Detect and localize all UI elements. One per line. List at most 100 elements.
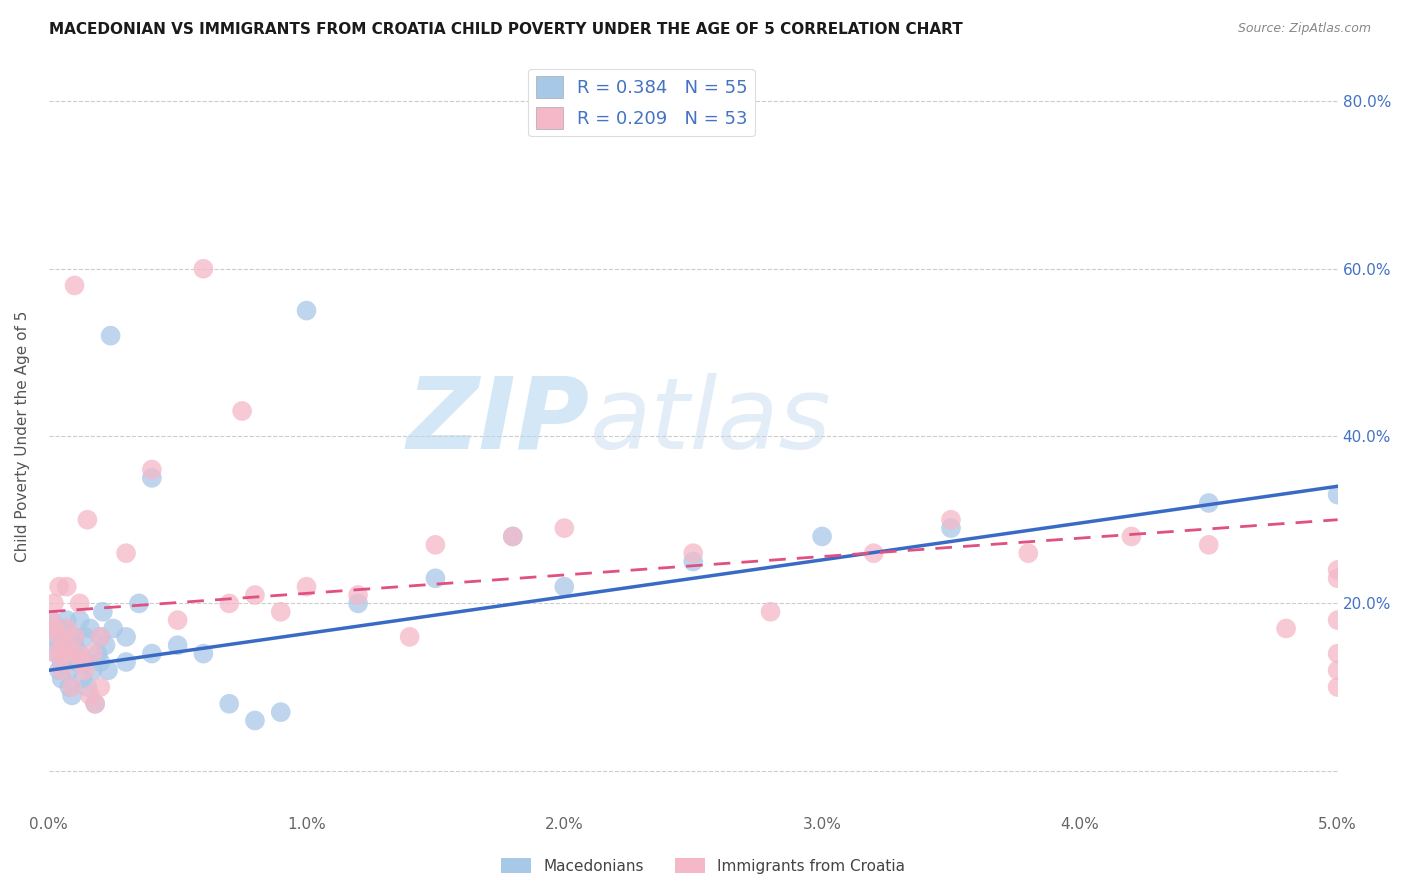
- Point: [73, 655, 96, 669]
- Point: [73, 630, 96, 644]
- Point: [42, 622, 65, 636]
- Point: [103, 622, 125, 636]
- Point: [51, 672, 73, 686]
- Point: [42, 596, 65, 610]
- Point: [53, 622, 76, 636]
- Point: [270, 605, 292, 619]
- Point: [91, 605, 114, 619]
- Point: [1198, 496, 1220, 510]
- Point: [87, 647, 110, 661]
- Point: [141, 647, 163, 661]
- Point: [48, 638, 70, 652]
- Point: [58, 647, 80, 661]
- Point: [862, 546, 884, 560]
- Point: [295, 580, 318, 594]
- Point: [48, 580, 70, 594]
- Point: [51, 663, 73, 677]
- Point: [347, 588, 370, 602]
- Point: [76, 680, 98, 694]
- Point: [1326, 680, 1348, 694]
- Point: [1326, 571, 1348, 585]
- Point: [63, 638, 86, 652]
- Point: [79, 689, 101, 703]
- Point: [56, 613, 79, 627]
- Point: [115, 546, 138, 560]
- Point: [51, 647, 73, 661]
- Point: [45, 647, 67, 661]
- Point: [89, 680, 111, 694]
- Point: [79, 622, 101, 636]
- Point: [82, 663, 104, 677]
- Point: [82, 647, 104, 661]
- Point: [45, 647, 67, 661]
- Point: [53, 638, 76, 652]
- Point: [1017, 546, 1039, 560]
- Text: atlas: atlas: [591, 373, 832, 469]
- Point: [53, 630, 76, 644]
- Point: [63, 630, 86, 644]
- Point: [759, 605, 782, 619]
- Point: [41, 613, 63, 627]
- Point: [89, 630, 111, 644]
- Point: [97, 663, 120, 677]
- Point: [48, 630, 70, 644]
- Point: [1326, 613, 1348, 627]
- Point: [60, 689, 83, 703]
- Point: [1198, 538, 1220, 552]
- Point: [63, 630, 86, 644]
- Point: [56, 647, 79, 661]
- Point: [69, 647, 91, 661]
- Point: [84, 697, 107, 711]
- Point: [193, 647, 215, 661]
- Point: [1326, 647, 1348, 661]
- Text: Source: ZipAtlas.com: Source: ZipAtlas.com: [1237, 22, 1371, 36]
- Point: [166, 613, 188, 627]
- Point: [1275, 622, 1298, 636]
- Point: [502, 529, 524, 543]
- Point: [73, 663, 96, 677]
- Point: [502, 529, 524, 543]
- Point: [115, 655, 138, 669]
- Point: [243, 588, 266, 602]
- Point: [398, 630, 420, 644]
- Point: [63, 278, 86, 293]
- Point: [56, 580, 79, 594]
- Point: [66, 655, 89, 669]
- Point: [939, 521, 962, 535]
- Point: [425, 571, 447, 585]
- Point: [141, 471, 163, 485]
- Point: [69, 596, 91, 610]
- Point: [1121, 529, 1143, 543]
- Point: [66, 647, 89, 661]
- Point: [811, 529, 834, 543]
- Point: [45, 622, 67, 636]
- Point: [1326, 563, 1348, 577]
- Point: [115, 630, 138, 644]
- Point: [94, 638, 117, 652]
- Point: [243, 714, 266, 728]
- Point: [72, 672, 94, 686]
- Point: [682, 555, 704, 569]
- Point: [89, 630, 111, 644]
- Point: [193, 261, 215, 276]
- Point: [100, 328, 122, 343]
- Point: [89, 655, 111, 669]
- Point: [425, 538, 447, 552]
- Point: [939, 513, 962, 527]
- Text: ZIP: ZIP: [408, 373, 591, 469]
- Point: [270, 705, 292, 719]
- Point: [1326, 663, 1348, 677]
- Point: [128, 596, 150, 610]
- Point: [141, 462, 163, 476]
- Point: [218, 697, 240, 711]
- Point: [682, 546, 704, 560]
- Point: [84, 697, 107, 711]
- Point: [60, 680, 83, 694]
- Point: [218, 596, 240, 610]
- Text: MACEDONIAN VS IMMIGRANTS FROM CROATIA CHILD POVERTY UNDER THE AGE OF 5 CORRELATI: MACEDONIAN VS IMMIGRANTS FROM CROATIA CH…: [49, 22, 963, 37]
- Y-axis label: Child Poverty Under the Age of 5: Child Poverty Under the Age of 5: [15, 310, 30, 562]
- Point: [553, 580, 575, 594]
- Point: [295, 303, 318, 318]
- Point: [58, 680, 80, 694]
- Point: [51, 655, 73, 669]
